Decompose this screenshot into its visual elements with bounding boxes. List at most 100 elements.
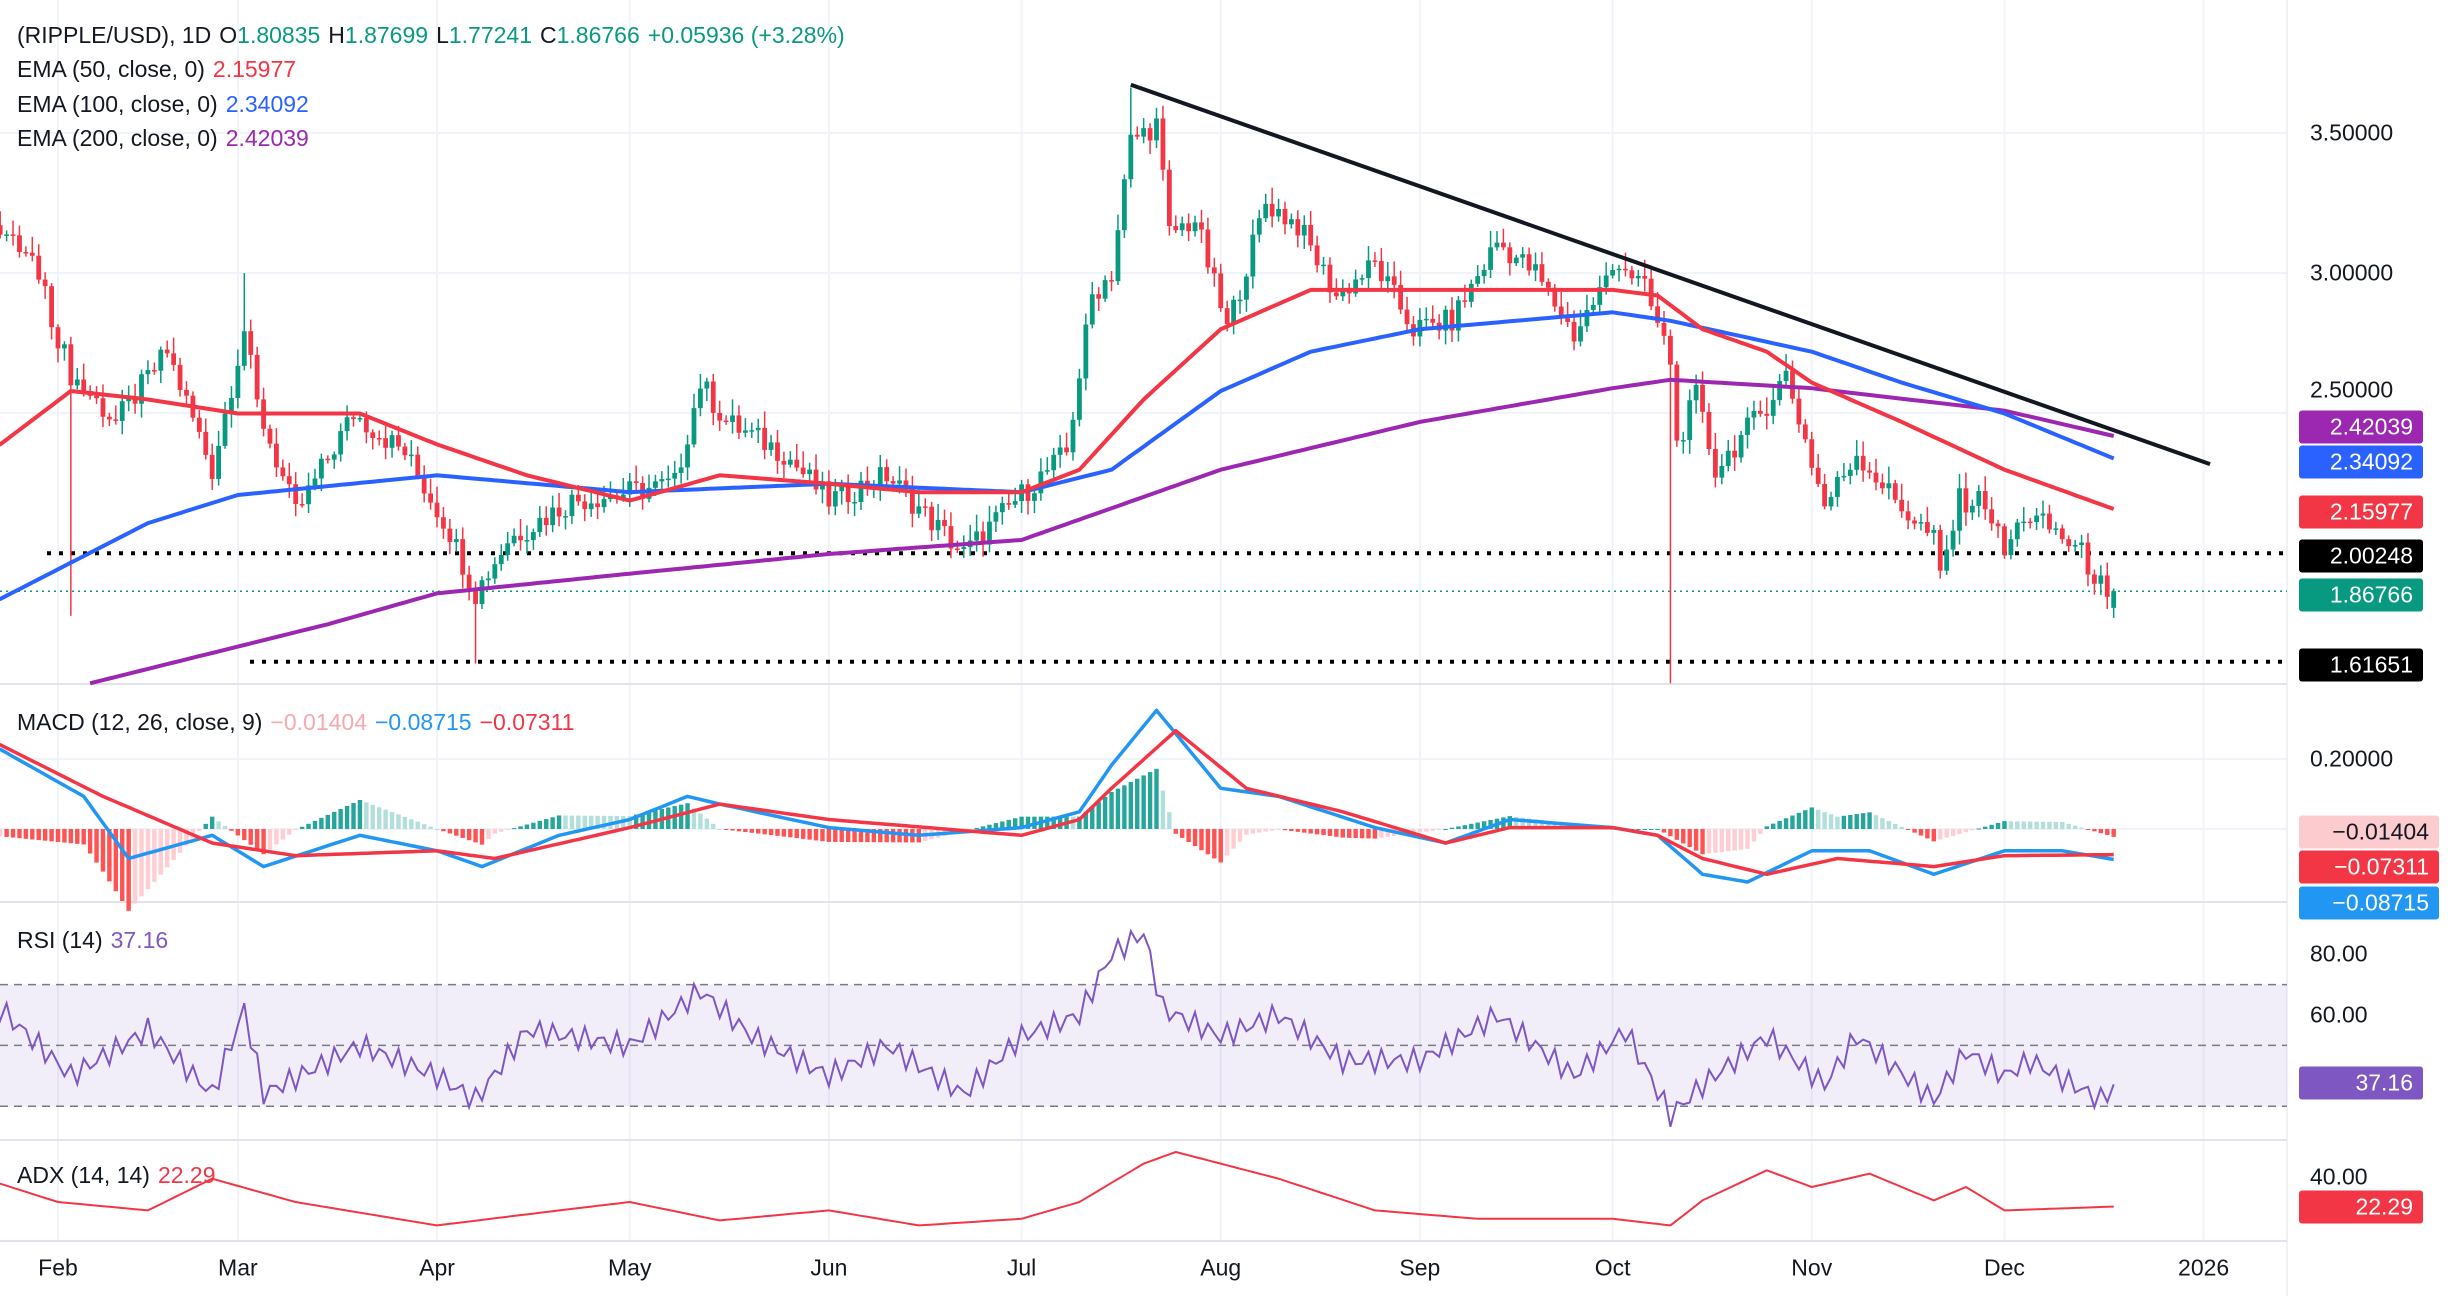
macd-histogram-bar: [878, 829, 883, 843]
macd-histogram-bar: [120, 829, 125, 902]
rsi-tick: 60.00: [2310, 1001, 2368, 1028]
macd-legend[interactable]: MACD (12, 26, close, 9) −0.01404 −0.08715−…: [17, 709, 582, 736]
macd-histogram-bar: [1314, 829, 1320, 835]
candle-body: [1468, 283, 1474, 302]
macd-histogram-bar: [1539, 820, 1545, 829]
ema200-legend[interactable]: EMA (200, close, 0) 2.42039: [17, 125, 317, 152]
candle-body: [961, 547, 967, 549]
candle-body: [68, 344, 74, 386]
candle-body: [1385, 276, 1391, 282]
macd-histogram-bar: [1687, 829, 1692, 848]
macd-histogram-bar: [1147, 772, 1153, 829]
macd-histogram-bar: [2085, 829, 2091, 830]
candle-body: [1931, 529, 1937, 533]
candle-body: [1224, 308, 1230, 325]
candle-body: [370, 432, 376, 439]
candle-body: [704, 381, 710, 389]
candle-body: [396, 435, 401, 447]
candle-body: [1205, 229, 1211, 268]
candle-body: [794, 459, 800, 468]
macd-histogram-bar: [1938, 829, 1943, 840]
macd-histogram-bar: [820, 829, 825, 842]
macd-histogram-bar: [1526, 818, 1532, 829]
candle-body: [498, 554, 504, 565]
candle-body: [1937, 529, 1943, 571]
candle-body: [1398, 284, 1404, 310]
candle-body: [1012, 501, 1018, 505]
candle-body: [1038, 471, 1044, 494]
candle-body: [1687, 400, 1693, 441]
candle-body: [293, 484, 299, 505]
macd-histogram-bar: [216, 821, 221, 829]
macd-histogram-bar: [434, 829, 440, 830]
macd-histogram-bar: [1790, 815, 1795, 829]
ema50-legend[interactable]: EMA (50, close, 0) 2.15977: [17, 56, 304, 83]
macd-histogram-bar: [344, 805, 350, 829]
candle-body: [344, 417, 350, 432]
macd-histogram-bar: [1507, 816, 1513, 829]
macd-histogram-bar: [1713, 829, 1718, 853]
candle-body: [1635, 275, 1641, 279]
macd-histogram-bar: [261, 829, 266, 855]
macd-histogram-bar: [1719, 829, 1725, 852]
candle-body: [1822, 483, 1827, 507]
candle-body: [2085, 542, 2091, 575]
candle-body: [55, 327, 61, 349]
macd-histogram-bar: [319, 817, 324, 829]
candle-body: [1237, 299, 1243, 302]
adx-legend[interactable]: ADX (14, 14) 22.29: [17, 1162, 224, 1189]
macd-histogram-bar: [1860, 813, 1866, 829]
macd-histogram-bar: [1443, 829, 1448, 830]
candle-body: [595, 503, 601, 508]
macd-histogram-bar: [447, 829, 453, 834]
candle-body: [1597, 287, 1603, 305]
macd-histogram-bar: [588, 815, 594, 829]
macd-histogram-bar: [113, 829, 119, 892]
candle-body: [1526, 254, 1532, 271]
candle-body: [1552, 287, 1558, 307]
macd-histogram-bar: [145, 829, 151, 890]
candle-body: [280, 467, 286, 477]
macd-histogram-bar: [1668, 829, 1673, 837]
macd-histogram-bar: [36, 829, 41, 841]
candle-body: [672, 472, 678, 479]
candle-body: [1006, 503, 1012, 505]
candle-body: [1623, 268, 1628, 271]
macd-histogram-bar: [421, 824, 427, 829]
macd-histogram-bar: [704, 818, 710, 829]
candle-body: [948, 526, 954, 549]
candle-body: [2002, 526, 2007, 556]
support-level-tag: 1.61651: [2299, 648, 2423, 682]
candle-body: [1957, 488, 1962, 531]
macd-histogram-bar: [1263, 829, 1268, 832]
macd-histogram-bar: [306, 823, 311, 829]
macd-histogram-bar: [486, 829, 491, 840]
candle-body: [1693, 384, 1699, 401]
macd-histogram-bar: [2105, 829, 2110, 836]
macd-histogram-bar: [646, 811, 652, 829]
candle-body: [1770, 400, 1776, 416]
candle-body: [1738, 435, 1744, 458]
macd-histogram-bar: [845, 829, 851, 843]
ema50-label: EMA (50, close, 0): [17, 56, 205, 82]
candle-body: [845, 483, 851, 503]
candle-body: [2034, 515, 2039, 523]
candle-body: [1745, 417, 1750, 436]
macd-histogram-bar: [897, 829, 902, 843]
candle-body: [1147, 128, 1153, 141]
rsi-legend[interactable]: RSI (14) 37.16: [17, 927, 176, 954]
candle-body: [1950, 530, 1956, 550]
candle-body: [1044, 470, 1050, 472]
macd-histogram-bar: [1199, 829, 1204, 851]
macd-histogram-bar: [601, 815, 607, 829]
macd-histogram-bar: [1000, 821, 1005, 829]
macd-histogram-bar: [1012, 818, 1018, 829]
macd-line-value: −0.08715: [375, 709, 472, 735]
candle-body: [1790, 370, 1795, 399]
macd-histogram-bar: [1135, 778, 1140, 829]
macd-histogram-bar: [1205, 829, 1211, 855]
macd-histogram-bar: [2072, 825, 2078, 829]
ema100-line: [0, 310, 2115, 601]
ema100-legend[interactable]: EMA (100, close, 0) 2.34092: [17, 91, 317, 118]
